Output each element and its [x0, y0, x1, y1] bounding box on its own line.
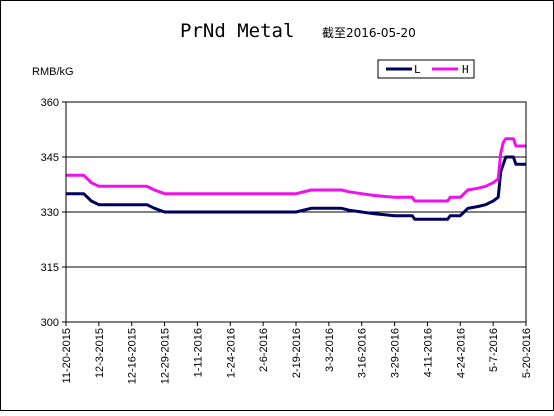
chart-subtitle: 截至2016-05-20 [322, 26, 416, 40]
x-tick-label: 3-16-2016 [357, 328, 369, 378]
legend-label-h: H [462, 63, 469, 76]
series-line-h [66, 137, 526, 203]
x-tick-label: 4-11-2016 [422, 328, 434, 377]
y-tick-label: 315 [41, 262, 59, 274]
x-tick-label: 5-7-2016 [488, 328, 500, 372]
x-tick-label: 12-16-2015 [127, 328, 139, 384]
x-tick-label: 2-6-2016 [258, 328, 270, 372]
x-tick-label: 1-11-2016 [192, 328, 204, 377]
chart-title: PrNd Metal [180, 20, 294, 42]
x-tick-label: 2-19-2016 [291, 328, 303, 378]
legend-label-l: L [414, 63, 421, 76]
x-tick-label: 1-24-2016 [225, 328, 237, 378]
x-tick-labels: 11-20-2015 12-3-2015 12-16-2015 12-29-2015 1… [61, 322, 533, 384]
y-tick-labels: 300 315 330 345 360 [41, 97, 66, 329]
x-tick-label: 3-29-2016 [390, 328, 402, 378]
x-tick-label: 4-24-2016 [455, 328, 467, 378]
legend-box [377, 59, 475, 79]
y-axis-unit-label: RMB/kG [32, 66, 74, 78]
x-tick-label: 3-3-2016 [324, 328, 336, 372]
y-tick-label: 360 [41, 97, 59, 109]
y-tick-label: 330 [41, 207, 59, 219]
series-lines [66, 137, 526, 221]
y-tick-label: 300 [41, 317, 59, 329]
y-tick-label: 345 [41, 152, 59, 164]
x-tick-label: 12-29-2015 [160, 328, 172, 384]
x-tick-label: 12-3-2015 [94, 328, 106, 378]
series-line-l [66, 155, 526, 221]
x-tick-label: 11-20-2015 [61, 328, 73, 383]
legend: L H [377, 59, 475, 79]
x-tick-label: 5-20-2016 [521, 328, 533, 378]
